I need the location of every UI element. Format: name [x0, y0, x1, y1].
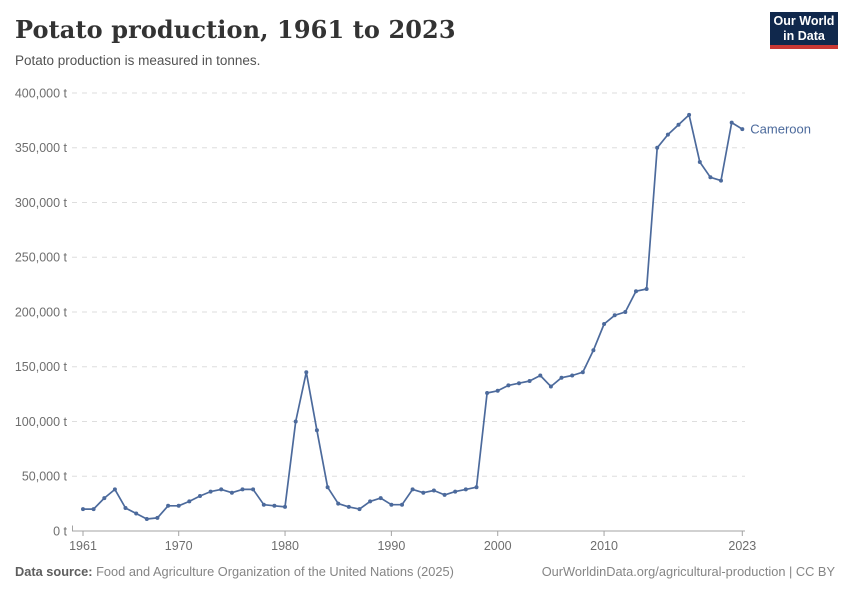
data-source: Data source: Food and Agriculture Organi…: [15, 564, 454, 579]
data-point[interactable]: [389, 502, 394, 507]
y-tick-label: 350,000 t: [15, 141, 68, 155]
data-point[interactable]: [251, 487, 256, 492]
data-point[interactable]: [602, 322, 607, 326]
y-tick-label: 400,000 t: [15, 86, 68, 100]
data-point[interactable]: [687, 112, 692, 117]
data-point[interactable]: [538, 373, 543, 378]
data-source-text: Food and Agriculture Organization of the…: [96, 564, 454, 579]
data-point[interactable]: [495, 388, 500, 393]
x-tick-label: 1980: [271, 539, 299, 553]
y-tick-label: 150,000 t: [15, 360, 68, 374]
data-point[interactable]: [166, 503, 171, 508]
series-label-cameroon[interactable]: Cameroon: [750, 122, 811, 137]
data-point[interactable]: [453, 489, 458, 494]
y-tick-label: 100,000 t: [15, 415, 68, 429]
data-point[interactable]: [527, 379, 532, 383]
owid-logo-line1: Our World: [773, 13, 835, 28]
x-tick-label: 1970: [165, 539, 193, 553]
data-point[interactable]: [655, 145, 660, 150]
line-chart[interactable]: 0 t 50,000 t 100,000 t 150,000 t 200,000 t 25…: [0, 0, 850, 560]
y-tick-label: 200,000 t: [15, 305, 68, 319]
data-point[interactable]: [400, 502, 404, 507]
data-point[interactable]: [517, 381, 521, 386]
y-tick-label: 250,000 t: [15, 251, 68, 265]
data-point[interactable]: [570, 373, 575, 378]
data-point[interactable]: [134, 511, 139, 516]
owid-link[interactable]: OurWorldinData.org/agricultural-producti…: [541, 564, 835, 579]
data-point[interactable]: [81, 507, 85, 512]
data-point[interactable]: [719, 178, 723, 183]
y-tick-label: 300,000 t: [15, 196, 68, 210]
data-point[interactable]: [708, 175, 713, 180]
data-point[interactable]: [112, 487, 117, 492]
owid-logo-line2: in Data: [783, 28, 825, 43]
data-point[interactable]: [229, 490, 234, 495]
chart-subtitle: Potato production is measured in tonnes.: [15, 53, 261, 68]
data-point[interactable]: [91, 507, 96, 512]
data-point[interactable]: [697, 160, 702, 164]
data-point[interactable]: [591, 348, 596, 353]
data-point[interactable]: [144, 517, 149, 521]
data-point[interactable]: [442, 492, 447, 497]
data-point[interactable]: [261, 502, 266, 507]
data-point[interactable]: [740, 127, 745, 132]
data-point[interactable]: [187, 499, 192, 504]
data-point[interactable]: [644, 287, 649, 291]
data-point[interactable]: [102, 496, 107, 501]
data-point[interactable]: [410, 487, 415, 492]
data-point[interactable]: [293, 419, 298, 424]
data-point[interactable]: [325, 485, 330, 490]
data-point[interactable]: [176, 503, 181, 508]
x-tick-label: 2000: [484, 539, 512, 553]
data-point[interactable]: [378, 496, 383, 501]
data-point[interactable]: [431, 488, 436, 493]
data-point[interactable]: [729, 120, 734, 125]
data-point[interactable]: [283, 504, 287, 509]
data-point[interactable]: [485, 391, 490, 395]
data-point[interactable]: [665, 132, 670, 137]
data-point[interactable]: [676, 122, 681, 127]
data-point[interactable]: [240, 487, 245, 492]
data-point[interactable]: [198, 494, 202, 498]
x-tick-label: 1961: [69, 539, 97, 553]
data-point[interactable]: [368, 499, 373, 504]
data-point[interactable]: [346, 504, 351, 509]
y-tick-label: 0 t: [53, 524, 67, 538]
data-point[interactable]: [548, 384, 553, 389]
data-point[interactable]: [123, 506, 128, 510]
data-point[interactable]: [155, 515, 160, 520]
data-point[interactable]: [506, 383, 511, 388]
data-point[interactable]: [559, 375, 564, 380]
trend-line-cameroon[interactable]: [82, 114, 744, 520]
data-point[interactable]: [314, 428, 319, 433]
x-tick-label: 2023: [728, 539, 756, 553]
data-point[interactable]: [421, 490, 426, 495]
data-point[interactable]: [208, 489, 213, 494]
chart-footer: Data source: Food and Agriculture Organi…: [0, 562, 850, 594]
data-point[interactable]: [580, 370, 585, 375]
data-point[interactable]: [634, 289, 638, 294]
data-point[interactable]: [463, 487, 468, 492]
data-point[interactable]: [357, 507, 362, 512]
page-title: Potato production, 1961 to 2023: [15, 15, 456, 44]
data-point[interactable]: [474, 485, 479, 490]
owid-logo[interactable]: Our World in Data: [770, 12, 838, 49]
x-tick-label: 1990: [377, 539, 405, 553]
x-tick-label: 2010: [590, 539, 618, 553]
data-point[interactable]: [623, 310, 628, 314]
data-point[interactable]: [272, 503, 277, 508]
data-source-label: Data source:: [15, 564, 93, 579]
y-tick-label: 50,000 t: [22, 470, 68, 484]
data-point[interactable]: [219, 487, 224, 492]
data-point[interactable]: [612, 313, 617, 318]
data-point[interactable]: [304, 370, 309, 375]
data-point[interactable]: [336, 501, 341, 506]
